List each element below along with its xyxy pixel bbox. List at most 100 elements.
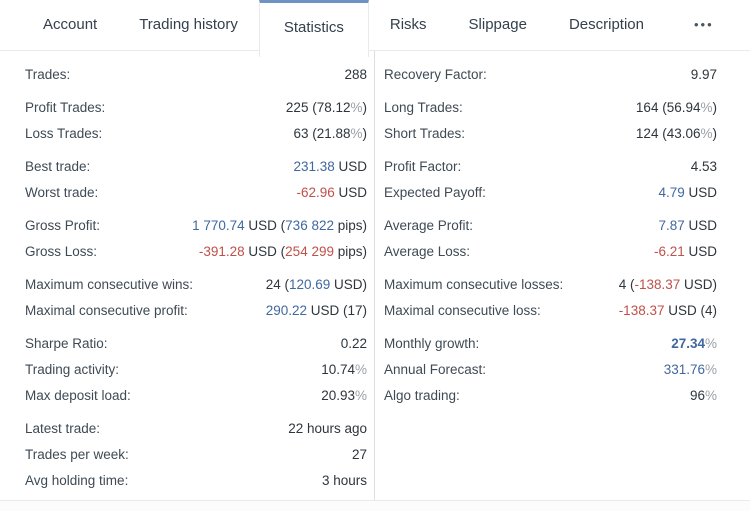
stat-value-segment: % [350,125,363,141]
stat-value: 4.79 USD [658,184,717,201]
stat-value-segment: 27.34 [671,335,705,351]
stat-group: Long Trades: 164 (56.94%) Short Trades: 124… [384,94,717,146]
stat-value: 27.34% [671,335,717,352]
stat-label: Average Profit: [384,217,474,233]
stat-value-segment: 63 (21.88 [293,125,351,141]
stat-row: Max deposit load: 20.93% [25,382,367,408]
stat-value-segment: 7.87 [658,217,685,233]
stat-group: Maximum consecutive wins: 24 (120.69 USD)… [25,271,367,323]
stat-row: Annual Forecast: 331.76% [384,356,717,382]
stat-label: Maximal consecutive loss: [384,302,541,318]
stat-value-segment: USD ( [244,243,286,259]
stat-row: Avg holding time: 3 hours [25,467,367,493]
stat-value-segment: 22 hours ago [288,420,367,436]
stat-value-segment: 4.79 [658,184,685,200]
stat-row: Profit Trades: 225 (78.12%) [25,94,367,120]
stats-column-right: Recovery Factor: 9.97 Long Trades: 164 (56.… [375,51,750,500]
stat-value-segment: USD [684,243,717,259]
stat-label: Avg holding time: [25,472,129,488]
stat-label: Profit Factor: [384,158,462,174]
tab-trading-history[interactable]: Trading history [139,16,238,33]
stat-row: Latest trade: 22 hours ago [25,415,367,441]
stat-value-segment: USD ( [244,217,286,233]
stat-group: Gross Profit: 1 770.74 USD (736 822 pips)… [25,212,367,264]
stat-value-segment: 736 822 [285,217,334,233]
tab-description[interactable]: Description [568,16,644,33]
stat-value: -138.37 USD (4) [619,302,717,319]
stat-value: 231.38 USD [293,158,367,175]
stat-group: Profit Trades: 225 (78.12%) Loss Trades: 63… [25,94,367,146]
tab-bar: Account Trading history Statistics Risks Sli… [0,0,750,57]
stat-value-segment: 27 [351,446,367,462]
stat-label: Loss Trades: [25,125,103,141]
stat-row: Profit Factor: 4.53 [384,153,717,179]
stat-label: Recovery Factor: [384,66,487,82]
stat-row: Loss Trades: 63 (21.88%) [25,120,367,146]
tab-slippage[interactable]: Slippage [468,16,527,33]
stat-value: 290.22 USD (17) [266,302,367,319]
stat-value-segment: USD [684,217,717,233]
stat-row: Maximum consecutive losses: 4 (-138.37 US… [384,271,717,297]
stat-value-segment: 4.53 [690,158,717,174]
stat-value: 7.87 USD [658,217,717,234]
stat-value-segment: USD) [680,276,717,292]
stat-label: Average Loss: [384,243,471,259]
stat-value-segment: -138.37 [634,276,681,292]
stat-value-segment: USD (17) [306,302,367,318]
stat-row: Best trade: 231.38 USD [25,153,367,179]
stat-label: Expected Payoff: [384,184,486,200]
stat-value-segment: 3 hours [321,472,367,488]
stat-value-segment: ) [712,99,718,115]
stat-row: Gross Loss: -391.28 USD (254 299 pips) [25,238,367,264]
stat-value-segment: ) [362,125,368,141]
stat-value-segment: USD [334,158,367,174]
stat-label: Profit Trades: [25,99,106,115]
stat-value-segment: % [354,361,367,377]
stat-value-segment: 20.93 [321,387,355,403]
stat-value: -6.21 USD [654,243,717,260]
stat-label: Short Trades: [384,125,466,141]
stat-value-segment: 96 [689,387,705,403]
stat-value-segment: % [704,387,717,403]
stat-value-segment: % [704,335,717,351]
stat-label: Trading activity: [25,361,120,377]
stat-value-segment: USD [334,184,367,200]
tab-account[interactable]: Account [43,16,98,33]
stat-value: 10.74% [321,361,367,378]
stat-value-segment: 290.22 [265,302,307,318]
stat-value-segment: 9.97 [690,66,717,82]
stat-value-segment: -62.96 [296,184,335,200]
stat-row: Monthly growth: 27.34% [384,330,717,356]
stat-value-segment: 4 ( [618,276,635,292]
stat-row: Expected Payoff: 4.79 USD [384,179,717,205]
stat-value: 164 (56.94%) [636,99,717,116]
stat-value: 22 hours ago [288,420,367,437]
stat-value-segment: % [350,99,363,115]
stat-row: Long Trades: 164 (56.94%) [384,94,717,120]
stat-value-segment: 1 770.74 [192,217,245,233]
stat-row: Maximal consecutive loss: -138.37 USD (4) [384,297,717,323]
tab-statistics[interactable]: Statistics [258,0,369,57]
stat-label: Sharpe Ratio: [25,335,108,351]
stat-value-segment: 164 (56.94 [635,99,701,115]
stat-value-segment: -138.37 [618,302,665,318]
tabs-overflow-button[interactable]: ••• [693,17,714,32]
stat-value: 3 hours [322,472,367,489]
stat-value: 288 [344,66,367,83]
stat-value-segment: 225 (78.12 [285,99,351,115]
stat-value-segment: 331.76 [663,361,705,377]
stat-label: Gross Loss: [25,243,98,259]
statistics-panel: Trades: 288 Profit Trades: 225 (78.12%) Loss… [0,51,750,501]
tab-risks[interactable]: Risks [389,16,427,33]
stat-row: Trades: 288 [25,61,367,87]
stat-value: 1 770.74 USD (736 822 pips) [192,217,367,234]
stat-value-segment: 254 299 [285,243,334,259]
stat-row: Recovery Factor: 9.97 [384,61,717,87]
stat-row: Sharpe Ratio: 0.22 [25,330,367,356]
stat-value-segment: -391.28 [198,243,245,259]
stat-label: Maximum consecutive wins: [25,276,194,292]
stat-value-segment: 231.38 [293,158,335,174]
stat-value-segment: % [354,387,367,403]
stat-value-segment: % [700,99,713,115]
